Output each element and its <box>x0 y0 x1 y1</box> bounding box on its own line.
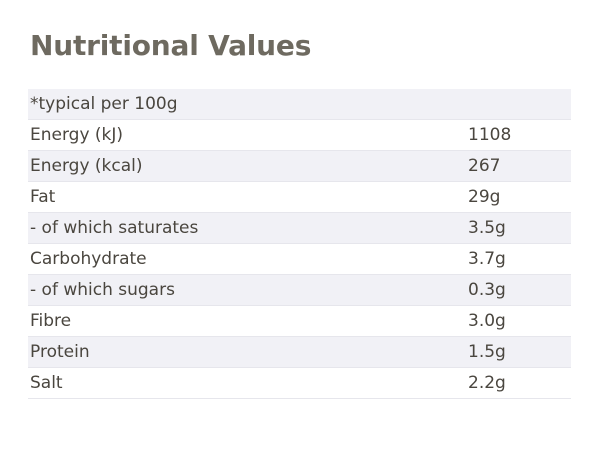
table-header-label: *typical per 100g <box>30 94 178 114</box>
row-label: Protein <box>30 342 90 362</box>
row-label: Fibre <box>30 311 72 331</box>
table-row-protein: Protein 1.5g <box>28 337 571 368</box>
table-row-salt: Salt 2.2g <box>28 368 571 399</box>
row-value: 2.2g <box>468 373 506 393</box>
row-label: - of which saturates <box>30 218 199 238</box>
row-label: Salt <box>30 373 63 393</box>
row-value: 3.5g <box>468 218 506 238</box>
table-row-fibre: Fibre 3.0g <box>28 306 571 337</box>
row-value: 0.3g <box>468 280 506 300</box>
row-label: Energy (kcal) <box>30 156 143 176</box>
table-header-row: *typical per 100g <box>28 89 571 120</box>
row-value: 1.5g <box>468 342 506 362</box>
row-value: 3.7g <box>468 249 506 269</box>
row-label: Fat <box>30 187 56 207</box>
nutrition-table: *typical per 100g Energy (kJ) 1108 Energ… <box>28 89 571 399</box>
page-title: Nutritional Values <box>30 29 312 62</box>
row-value: 1108 <box>468 125 512 145</box>
row-value: 29g <box>468 187 501 207</box>
table-row-saturates: - of which saturates 3.5g <box>28 213 571 244</box>
table-row-energy-kj: Energy (kJ) 1108 <box>28 120 571 151</box>
table-row-energy-kcal: Energy (kcal) 267 <box>28 151 571 182</box>
row-value: 3.0g <box>468 311 506 331</box>
row-label: - of which sugars <box>30 280 175 300</box>
row-value: 267 <box>468 156 501 176</box>
table-row-fat: Fat 29g <box>28 182 571 213</box>
table-row-carbohydrate: Carbohydrate 3.7g <box>28 244 571 275</box>
row-label: Carbohydrate <box>30 249 147 269</box>
row-label: Energy (kJ) <box>30 125 124 145</box>
table-row-sugars: - of which sugars 0.3g <box>28 275 571 306</box>
